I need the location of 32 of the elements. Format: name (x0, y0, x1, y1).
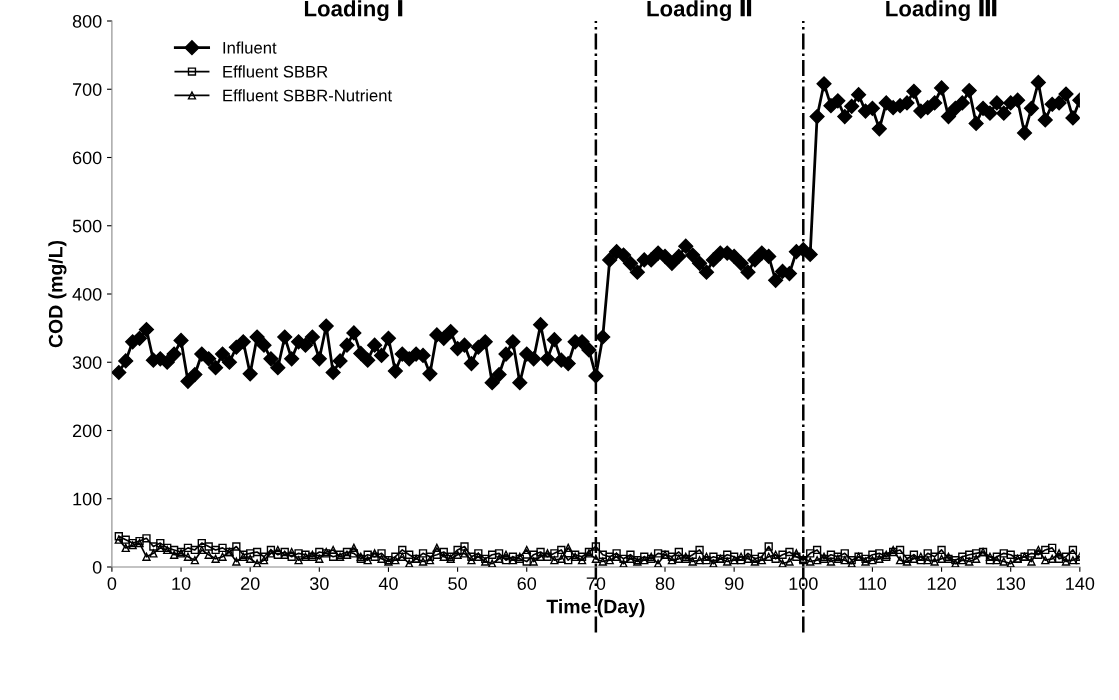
x-tick-label: 30 (309, 577, 329, 590)
x-tick-label: 120 (927, 577, 956, 590)
x-tick-label: 0 (107, 577, 117, 590)
y-tick-label: 200 (72, 424, 102, 438)
annotation: Loading Ⅲ (886, 0, 997, 21)
y-tick-label: 800 (72, 14, 102, 28)
annotation: Loading Ⅰ (304, 0, 403, 21)
x-tick-label: 90 (724, 577, 744, 590)
x-tick-label: 20 (241, 577, 260, 590)
x-tick-label: 70 (586, 577, 606, 590)
x-tick-label: 130 (997, 577, 1026, 590)
x-tick-label: 100 (789, 577, 818, 590)
y-tick-label: 600 (72, 151, 102, 165)
y-tick-label: 400 (72, 287, 102, 301)
legend-label: Effluent SBBR (223, 65, 328, 78)
y-tick-label: 500 (72, 219, 102, 233)
y-tick-label: 0 (92, 560, 102, 574)
y-tick-label: 300 (72, 356, 102, 369)
annotation: Loading Ⅱ (647, 0, 752, 21)
x-tick-label: 50 (448, 577, 467, 590)
y-axis-title: COD (mg/L) (48, 240, 67, 348)
legend-label: Influent (223, 41, 277, 54)
x-tick-label: 10 (172, 577, 191, 590)
y-tick-label: 700 (72, 83, 102, 96)
x-tick-label: 140 (1066, 577, 1095, 590)
x-tick-label: 110 (859, 577, 887, 590)
x-axis-title: Time (Day) (546, 599, 645, 618)
x-tick-label: 60 (517, 577, 537, 590)
x-tick-label: 40 (378, 577, 398, 590)
legend-label: Effluent SBBR-Nutrient (223, 89, 392, 102)
x-tick-label: 80 (655, 577, 675, 590)
y-tick-label: 100 (73, 492, 102, 506)
